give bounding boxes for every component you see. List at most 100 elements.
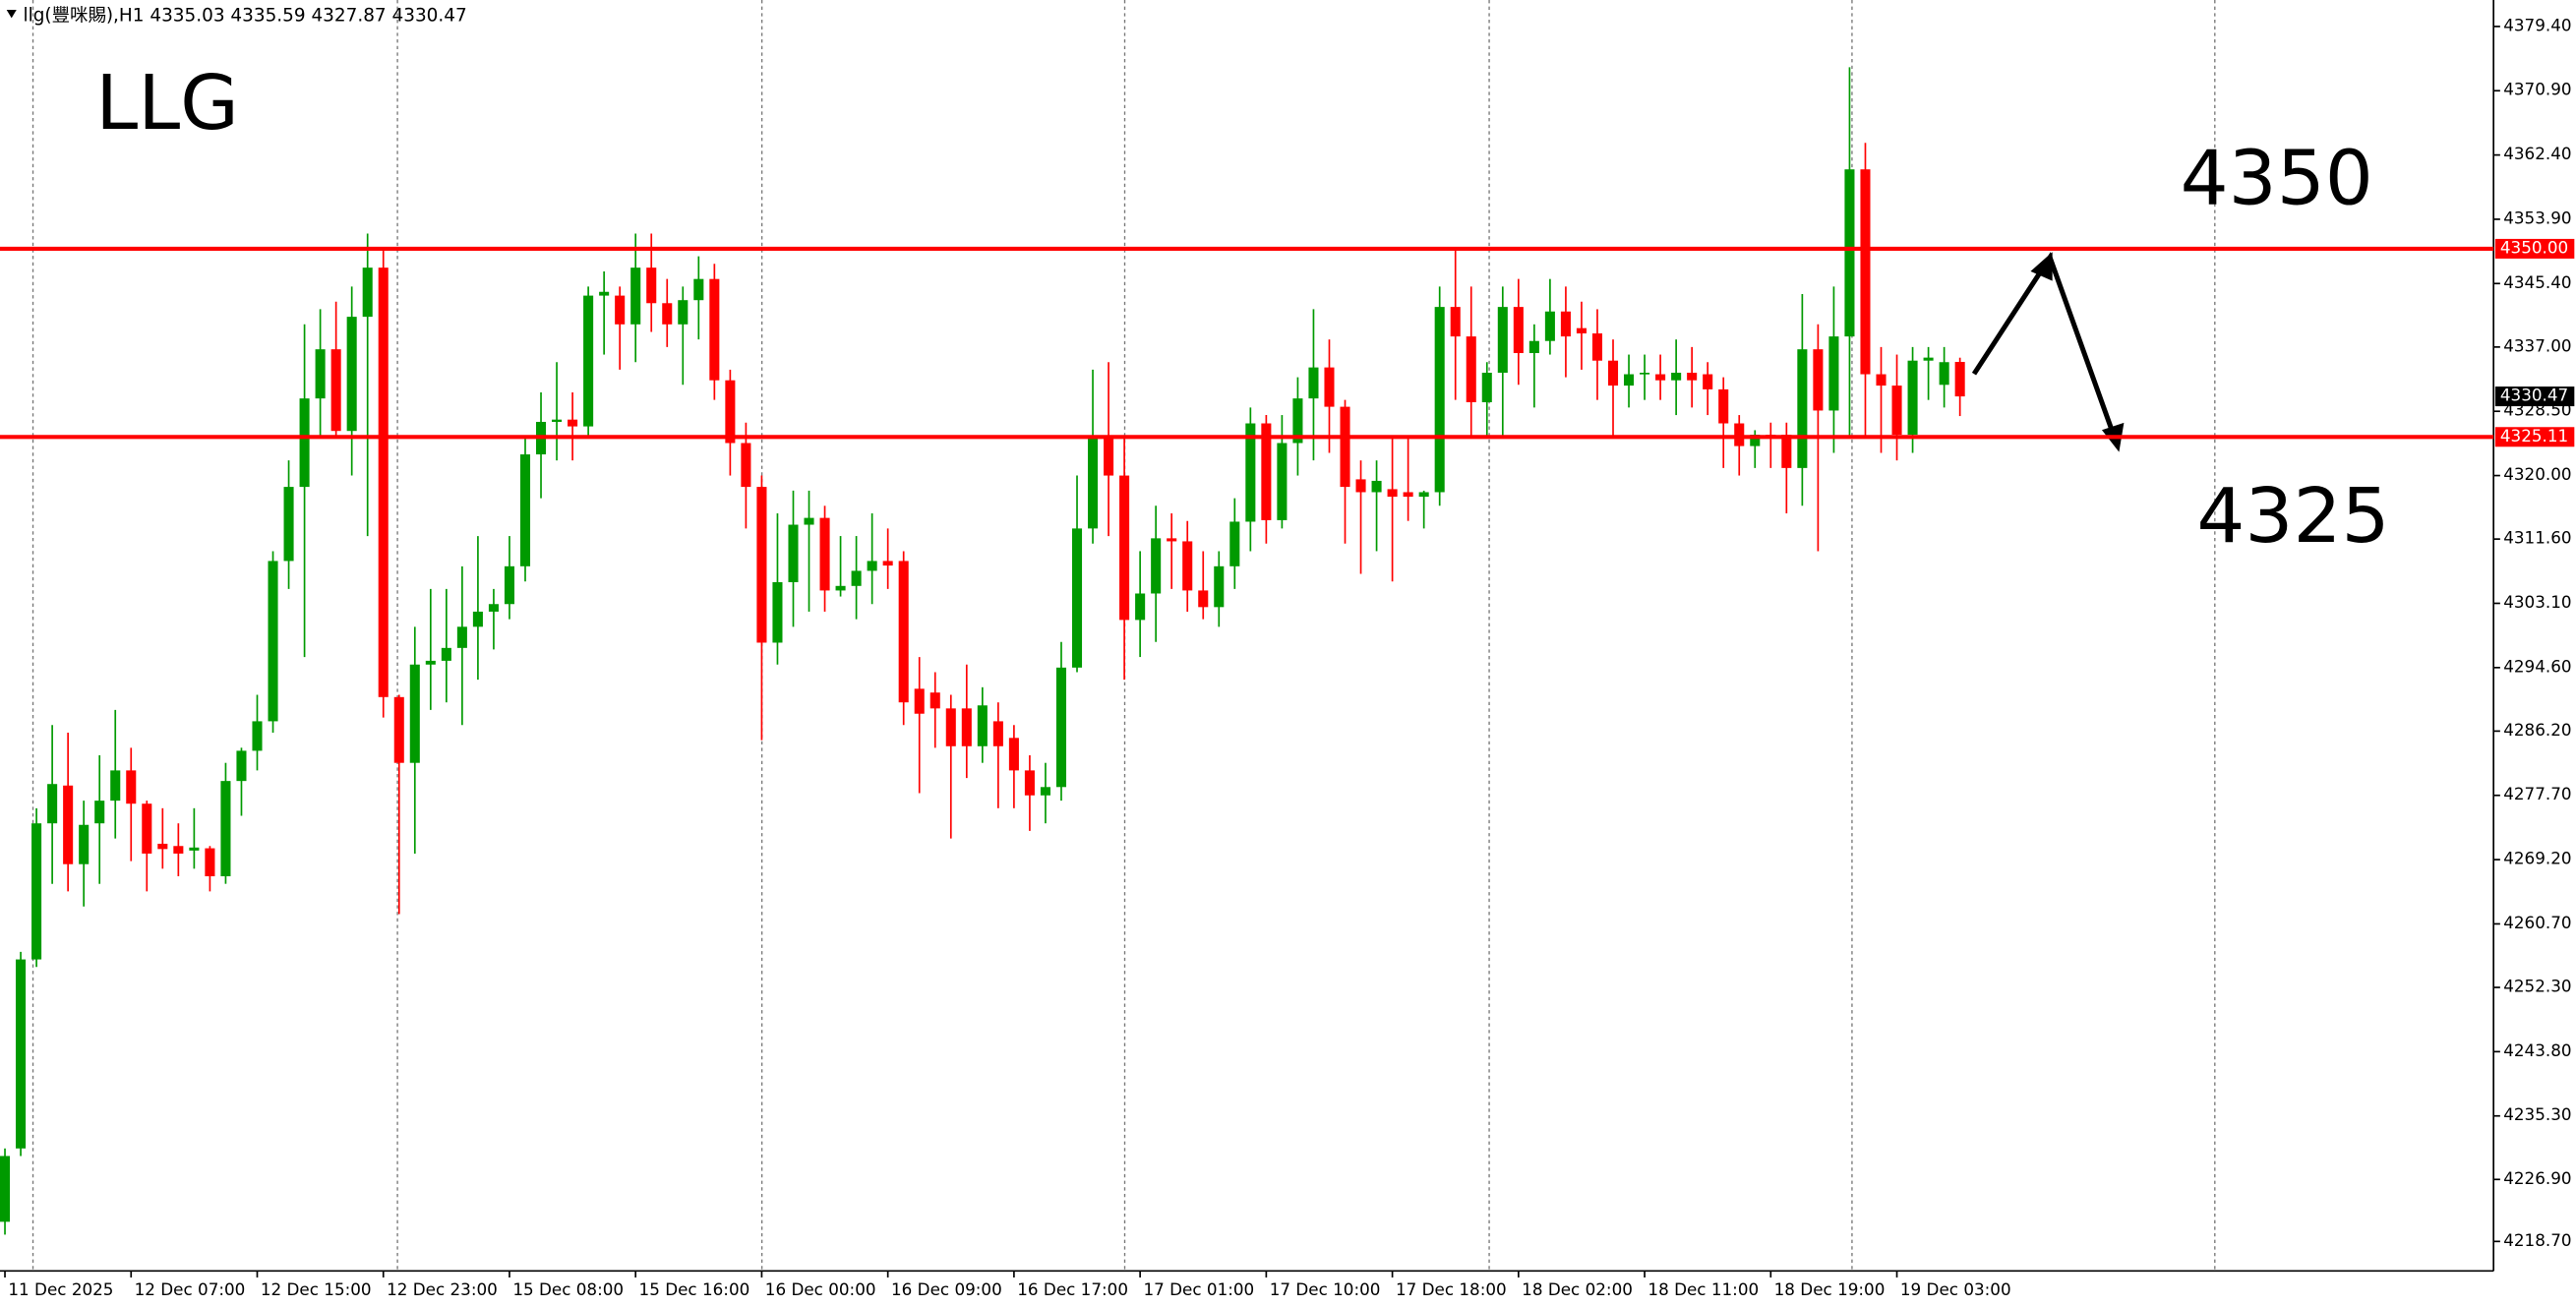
candle-body: [615, 295, 626, 325]
candle-body: [1308, 367, 1319, 399]
y-tick-label: 4362.40: [2503, 144, 2571, 163]
candle-body: [568, 419, 578, 427]
candle-body: [1591, 333, 1603, 361]
candle-body: [1403, 492, 1413, 498]
candle-body: [1544, 311, 1555, 341]
candle-body: [1040, 787, 1050, 796]
candle-body: [583, 295, 594, 427]
candle-body: [1481, 373, 1492, 402]
header-icon: [6, 10, 17, 19]
candle-body: [552, 419, 563, 422]
candle-body: [315, 349, 326, 399]
candle-body: [1151, 538, 1162, 594]
candle-body: [472, 611, 483, 627]
candle-body: [772, 581, 783, 643]
y-tick-label: 4345.40: [2503, 272, 2571, 292]
candle-body: [756, 487, 767, 643]
last-price-box: [2494, 386, 2575, 407]
annotation: 4325: [2196, 473, 2389, 561]
candle-body: [268, 561, 278, 722]
y-tick-label: 4337.00: [2503, 335, 2571, 355]
candle-body: [173, 846, 184, 854]
candle-body: [1167, 538, 1177, 542]
candle-body: [236, 750, 247, 782]
y-tick-label: 4226.90: [2503, 1168, 2571, 1188]
candle-body: [110, 770, 121, 802]
candle-body: [961, 708, 972, 746]
candle-body: [205, 848, 215, 877]
candle-body: [63, 785, 74, 864]
candle-body: [126, 770, 137, 804]
level-label-box: [2494, 238, 2575, 259]
x-tick-label: 17 Dec 01:00: [1143, 1279, 1254, 1299]
x-tick-label: 19 Dec 03:00: [1900, 1279, 2011, 1299]
candle-body: [599, 291, 610, 296]
x-tick-label: 12 Dec 07:00: [135, 1279, 246, 1299]
candle-body: [1624, 374, 1635, 386]
candle-body: [1387, 489, 1398, 498]
candle-body: [693, 278, 704, 301]
candle-body: [867, 561, 877, 571]
candle-body: [804, 517, 814, 525]
candle-body: [646, 267, 657, 304]
candle-body: [1245, 423, 1256, 522]
candle-body: [456, 626, 467, 648]
candle-body: [709, 278, 720, 381]
candle-body: [929, 692, 940, 709]
candle-body: [346, 317, 357, 432]
candle-body: [1750, 435, 1761, 446]
candle-body: [1277, 443, 1288, 520]
y-tick-label: 4218.70: [2503, 1230, 2571, 1250]
candle-body: [189, 847, 200, 851]
x-tick-label: 15 Dec 16:00: [639, 1279, 750, 1299]
candle-body: [1560, 311, 1571, 337]
candle-body: [1655, 374, 1666, 381]
candle-body: [488, 604, 499, 612]
annotation: LLG: [95, 60, 239, 148]
candle-body: [1135, 593, 1146, 621]
candle-body: [678, 300, 689, 325]
candle-body: [1797, 349, 1808, 468]
candle-body: [1607, 360, 1619, 386]
y-tick-label: 4286.20: [2503, 720, 2571, 740]
candle-body: [362, 267, 373, 318]
candle-body: [252, 721, 263, 751]
x-tick-label: 17 Dec 10:00: [1270, 1279, 1381, 1299]
y-tick-label: 4294.60: [2503, 656, 2571, 676]
candle-body: [79, 824, 90, 864]
candle-body: [299, 398, 310, 488]
candle-body: [16, 959, 27, 1149]
y-tick-label: 4311.60: [2503, 528, 2571, 548]
candle-body: [220, 781, 231, 877]
candle-body: [94, 801, 105, 824]
candle-body: [1418, 492, 1429, 498]
candle-body: [1008, 738, 1019, 771]
candle-body: [1261, 423, 1272, 520]
x-tick-label: 15 Dec 08:00: [512, 1279, 624, 1299]
candle-body: [1954, 362, 1965, 397]
candle-body: [851, 570, 862, 586]
candle-body: [1923, 357, 1934, 361]
x-tick-label: 18 Dec 11:00: [1647, 1279, 1759, 1299]
candle-body: [1907, 360, 1918, 436]
candle-body: [1434, 307, 1445, 493]
y-tick-label: 4303.10: [2503, 592, 2571, 612]
candle-body: [1340, 406, 1350, 488]
candle-body: [1528, 340, 1539, 354]
y-tick-label: 4353.90: [2503, 208, 2571, 227]
x-tick-label: 11 Dec 2025: [8, 1279, 113, 1299]
candle-body: [1024, 770, 1035, 796]
y-tick-label: 4235.30: [2503, 1104, 2571, 1124]
candle-body: [1891, 386, 1902, 436]
candle-body: [330, 349, 341, 432]
candle-body: [0, 1156, 11, 1222]
candle-body: [1214, 565, 1225, 608]
candle-body: [1198, 590, 1209, 608]
x-tick-label: 18 Dec 19:00: [1774, 1279, 1886, 1299]
candle-body: [1088, 438, 1099, 529]
candle-body: [1355, 479, 1366, 493]
candle-body: [1828, 336, 1839, 411]
